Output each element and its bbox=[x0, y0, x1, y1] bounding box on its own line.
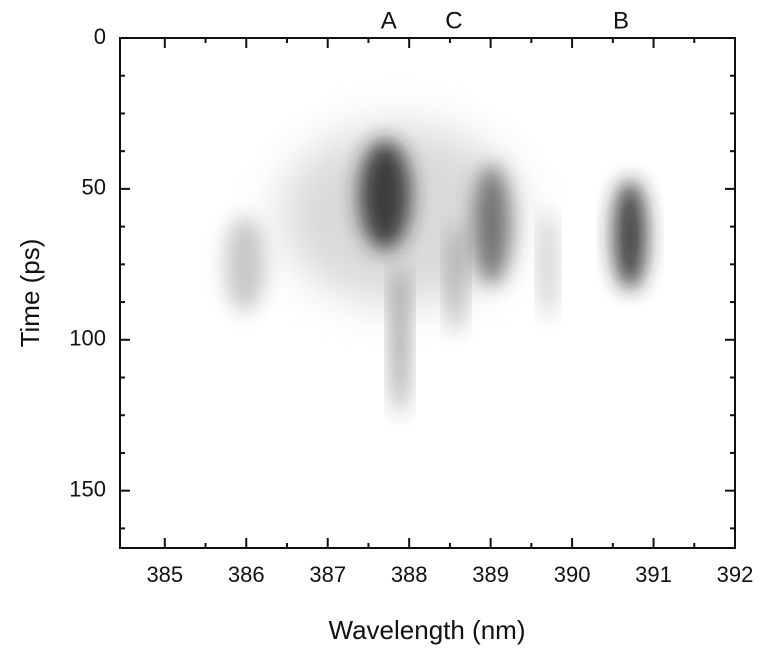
blob bbox=[448, 224, 464, 334]
annotation: A bbox=[381, 7, 397, 34]
y-tick-label: 100 bbox=[69, 326, 106, 351]
blob bbox=[225, 216, 265, 312]
blob bbox=[392, 265, 408, 415]
annotation: B bbox=[613, 7, 629, 34]
x-axis-title: Wavelength (nm) bbox=[329, 615, 526, 645]
y-axis-title: Time (ps) bbox=[15, 239, 45, 348]
plot-frame bbox=[119, 37, 736, 549]
blob bbox=[359, 140, 411, 250]
annotation: C bbox=[445, 7, 462, 34]
blob bbox=[474, 165, 510, 285]
x-tick-label: 386 bbox=[228, 562, 265, 587]
x-tick-label: 389 bbox=[472, 562, 509, 587]
y-tick-label: 150 bbox=[69, 476, 106, 501]
x-tick-label: 391 bbox=[635, 562, 672, 587]
x-tick-label: 392 bbox=[717, 562, 754, 587]
x-tick-label: 385 bbox=[146, 562, 183, 587]
x-tick-label: 387 bbox=[309, 562, 346, 587]
blob bbox=[541, 210, 555, 320]
x-tick-label: 390 bbox=[554, 562, 591, 587]
streak-image bbox=[225, 125, 647, 415]
x-tick-label: 388 bbox=[391, 562, 428, 587]
y-tick-label: 0 bbox=[94, 24, 106, 49]
y-tick-label: 50 bbox=[82, 175, 106, 200]
blob bbox=[613, 180, 647, 290]
